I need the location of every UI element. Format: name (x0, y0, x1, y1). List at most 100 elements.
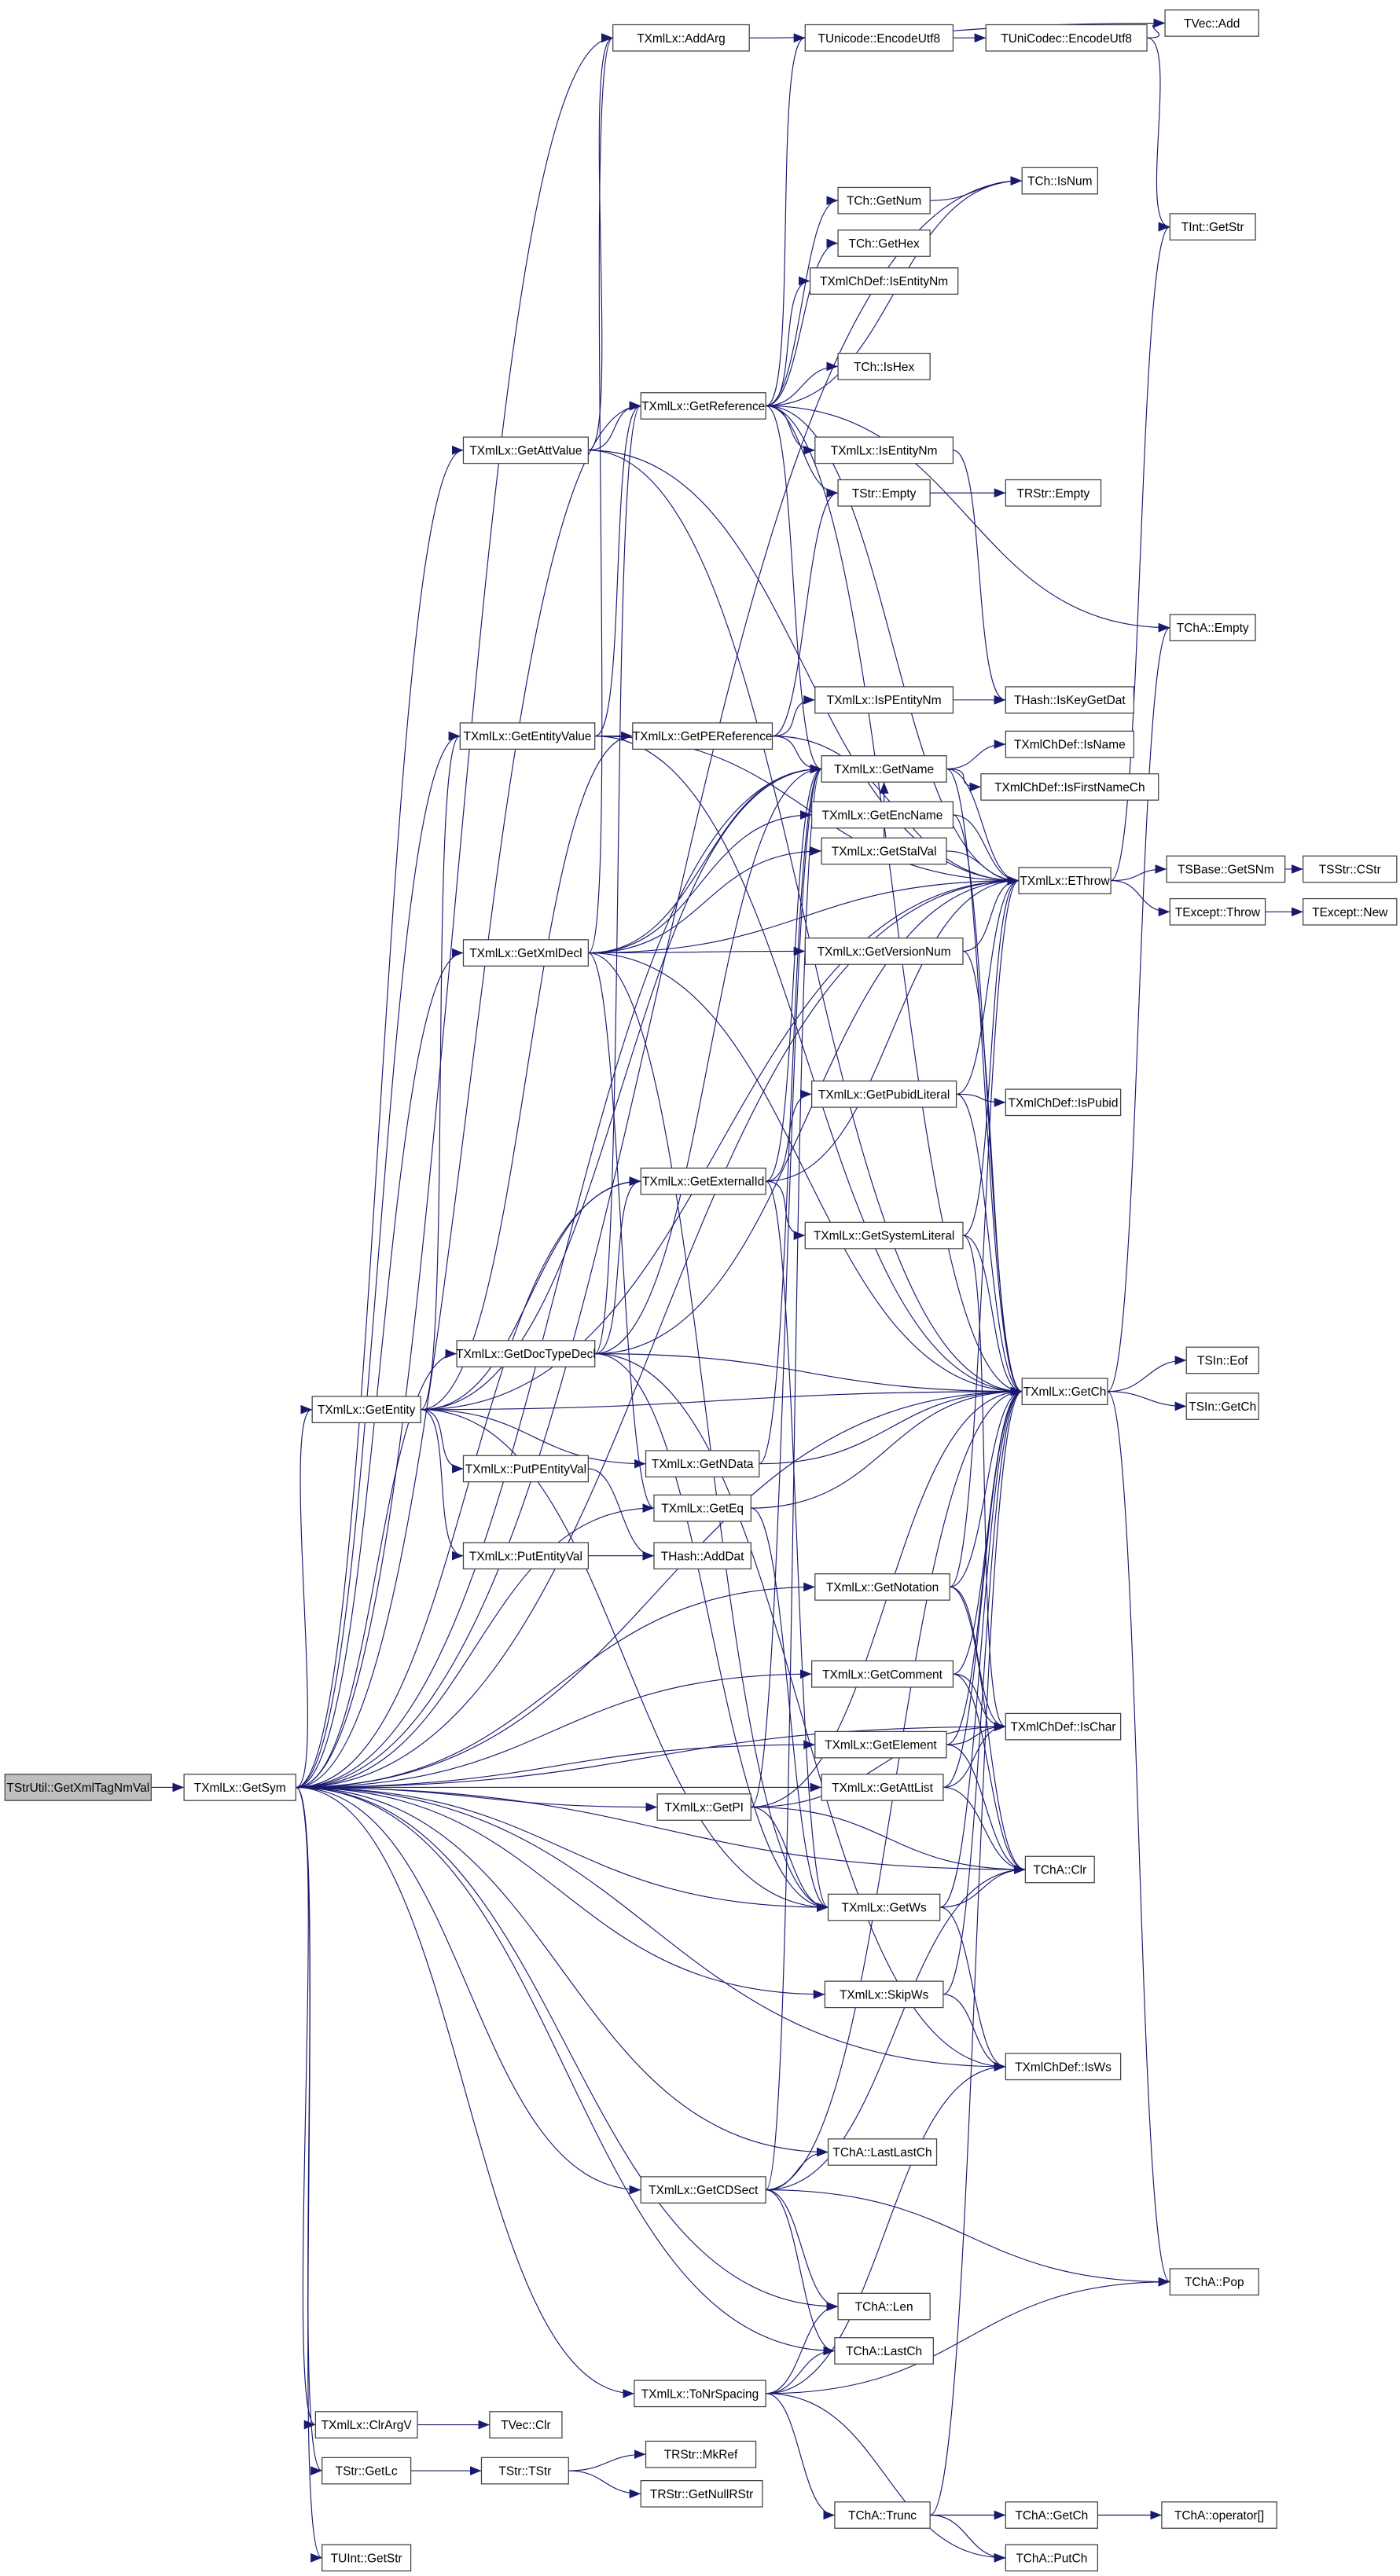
node-box (809, 267, 959, 295)
node-GetAttValue[interactable]: TXmlLx::GetAttValue (462, 436, 589, 464)
node-IsName[interactable]: TXmlChDef::IsName (1005, 730, 1134, 758)
node-GetEq[interactable]: TXmlLx::GetEq (653, 1494, 751, 1522)
edge-CodecEnc-to-VecAdd (1147, 18, 1166, 39)
node-label: TXmlLx::GetSym (194, 1782, 286, 1795)
node-CStr[interactable]: TSStr::CStr (1303, 855, 1398, 883)
node-label: TUInt::GetStr (331, 2552, 402, 2565)
node-PutPEntityVal[interactable]: TXmlLx::PutPEntityVal (462, 1455, 589, 1483)
node-box (1005, 686, 1134, 714)
node-IntGetStr[interactable]: TInt::GetStr (1169, 213, 1256, 240)
node-StrEmpty[interactable]: TStr::Empty (837, 479, 931, 507)
node-CodecEnc[interactable]: TUniCodec::EncodeUtf8 (985, 24, 1148, 52)
node-ChAClr[interactable]: TChA::Clr (1024, 1855, 1095, 1884)
node-UniEnc[interactable]: TUnicode::EncodeUtf8 (804, 24, 954, 52)
edge-GetName-to-IsName (946, 739, 1006, 770)
node-GetVersionNum[interactable]: TXmlLx::GetVersionNum (804, 938, 964, 965)
node-box (814, 1730, 947, 1759)
node-Pop[interactable]: TChA::Pop (1169, 2268, 1259, 2296)
node-LxGetCh[interactable]: TXmlLx::GetCh (1021, 1378, 1108, 1406)
node-RStrEmpty[interactable]: TRStr::Empty (1005, 479, 1102, 507)
node-label: TXmlLx::GetPI (664, 1801, 743, 1815)
node-GetPI[interactable]: TXmlLx::GetPI (656, 1793, 751, 1821)
node-GetEncName[interactable]: TXmlLx::GetEncName (811, 801, 954, 829)
node-IsFirstNameCh[interactable]: TXmlChDef::IsFirstNameCh (980, 773, 1159, 801)
node-New[interactable]: TExcept::New (1303, 897, 1398, 926)
node-GetNullRStr[interactable]: TRStr::GetNullRStr (640, 2479, 763, 2508)
node-Len[interactable]: TChA::Len (837, 2292, 931, 2321)
node-GetWs[interactable]: TXmlLx::GetWs (827, 1893, 941, 1921)
node-GetPEReference[interactable]: TXmlLx::GetPEReference (632, 722, 773, 750)
node-DefIsEntityNm[interactable]: TXmlChDef::IsEntityNm (809, 267, 959, 295)
node-LastCh[interactable]: TChA::LastCh (834, 2337, 934, 2365)
node-IsChar[interactable]: TXmlChDef::IsChar (1005, 1712, 1122, 1741)
node-GetComment[interactable]: TXmlLx::GetComment (811, 1660, 954, 1688)
node-PutEntityVal[interactable]: TXmlLx::PutEntityVal (462, 1542, 589, 1570)
node-PutCh[interactable]: TChA::PutCh (1005, 2544, 1098, 2572)
node-OpIdx[interactable]: TChA::operator[] (1161, 2501, 1277, 2529)
node-IsPubid[interactable]: TXmlChDef::IsPubid (1005, 1088, 1122, 1117)
node-label: TSBase::GetSNm (1178, 863, 1274, 876)
edge-GetReference-to-GetName (765, 405, 822, 774)
node-GetNData[interactable]: TXmlLx::GetNData (645, 1450, 760, 1478)
node-GetAttList[interactable]: TXmlLx::GetAttList (821, 1774, 944, 1801)
edge-GetSym-to-GetXmlDecl (296, 948, 464, 1789)
node-label: THash::IsKeyGetDat (1014, 694, 1126, 707)
node-Eof[interactable]: TSIn::Eof (1185, 1346, 1259, 1374)
node-IsPEntityNm[interactable]: TXmlLx::IsPEntityNm (814, 686, 954, 714)
node-GetSNm[interactable]: TSBase::GetSNm (1166, 855, 1286, 883)
node-root[interactable]: TStrUtil::GetXmlTagNmVal (4, 1774, 152, 1801)
node-GetExternalId[interactable]: TXmlLx::GetExternalId (640, 1167, 766, 1195)
node-Throw[interactable]: TExcept::Throw (1169, 897, 1266, 926)
node-IsKeyGetDat[interactable]: THash::IsKeyGetDat (1005, 686, 1134, 714)
node-GetPubidLiteral[interactable]: TXmlLx::GetPubidLiteral (811, 1080, 957, 1108)
node-ChAGetCh[interactable]: TChA::GetCh (1005, 2501, 1098, 2529)
node-label: TXmlLx::GetCDSect (649, 2184, 759, 2197)
node-IsNum[interactable]: TCh::IsNum (1021, 167, 1098, 195)
edge-ToNrSpacing-to-LastCh (766, 2346, 835, 2394)
node-VecAdd[interactable]: TVec::Add (1164, 9, 1259, 37)
node-GetHex[interactable]: TCh::GetHex (837, 229, 931, 257)
node-box (183, 1774, 296, 1801)
node-GetCDSect[interactable]: TXmlLx::GetCDSect (640, 2176, 766, 2204)
node-GetReference[interactable]: TXmlLx::GetReference (640, 392, 766, 420)
node-EThrow[interactable]: TXmlLx::EThrow (1018, 867, 1112, 894)
node-GetStalVal[interactable]: TXmlLx::GetStalVal (821, 837, 947, 865)
node-box (827, 2138, 938, 2166)
node-GetElement[interactable]: TXmlLx::GetElement (814, 1730, 947, 1759)
node-GetSystemLiteral[interactable]: TXmlLx::GetSystemLiteral (804, 1221, 964, 1249)
node-LastLastCh[interactable]: TChA::LastLastCh (827, 2138, 938, 2166)
node-GetNotation[interactable]: TXmlLx::GetNotation (814, 1573, 950, 1601)
node-Trunc[interactable]: TChA::Trunc (834, 2501, 931, 2529)
node-label: TXmlLx::GetEntity (318, 1404, 416, 1417)
edge-GetPEReference-to-IsPEntityNm (772, 695, 815, 737)
node-ClrArgV[interactable]: TXmlLx::ClrArgV (314, 2411, 418, 2438)
edge-GetNotation-to-LxGetCh (950, 1386, 1023, 1588)
node-MkRef[interactable]: TRStr::MkRef (645, 2440, 757, 2468)
node-TStrCtor[interactable]: TStr::TStr (480, 2457, 569, 2485)
node-GetEntityValue[interactable]: TXmlLx::GetEntityValue (459, 722, 596, 750)
edge-GetXmlDecl-to-AddArg (587, 33, 614, 954)
node-UIntGetStr[interactable]: TUInt::GetStr (322, 2544, 412, 2572)
node-IsWs[interactable]: TXmlChDef::IsWs (1005, 2053, 1122, 2081)
node-SInGetCh[interactable]: TSIn::GetCh (1185, 1393, 1259, 1420)
edge-GetEntity-to-EThrow (421, 875, 1020, 1411)
node-GetXmlDecl[interactable]: TXmlLx::GetXmlDecl (462, 939, 589, 967)
node-IsHex[interactable]: TCh::IsHex (837, 352, 931, 380)
node-SkipWs[interactable]: TXmlLx::SkipWs (824, 1980, 944, 2009)
node-box (456, 1340, 596, 1367)
node-box (1169, 614, 1256, 642)
node-GetSym[interactable]: TXmlLx::GetSym (183, 1774, 296, 1801)
node-GetNum[interactable]: TCh::GetNum (837, 186, 931, 215)
node-GetDocTypeDecl[interactable]: TXmlLx::GetDocTypeDecl (456, 1340, 596, 1367)
node-AddArg[interactable]: TXmlLx::AddArg (612, 24, 750, 52)
node-GetLc[interactable]: TStr::GetLc (322, 2457, 412, 2485)
node-label: TInt::GetStr (1181, 221, 1244, 234)
node-ToNrSpacing[interactable]: TXmlLx::ToNrSpacing (634, 2380, 766, 2408)
node-label: TXmlChDef::IsWs (1015, 2060, 1112, 2074)
node-GetEntity[interactable]: TXmlLx::GetEntity (311, 1396, 421, 1424)
node-ChAEmpty[interactable]: TChA::Empty (1169, 614, 1256, 642)
node-AddDat[interactable]: THash::AddDat (653, 1542, 751, 1570)
node-VecClr[interactable]: TVec::Clr (489, 2411, 563, 2438)
node-LxIsEntityNm[interactable]: TXmlLx::IsEntityNm (814, 436, 954, 464)
node-GetName[interactable]: TXmlLx::GetName (821, 755, 947, 783)
